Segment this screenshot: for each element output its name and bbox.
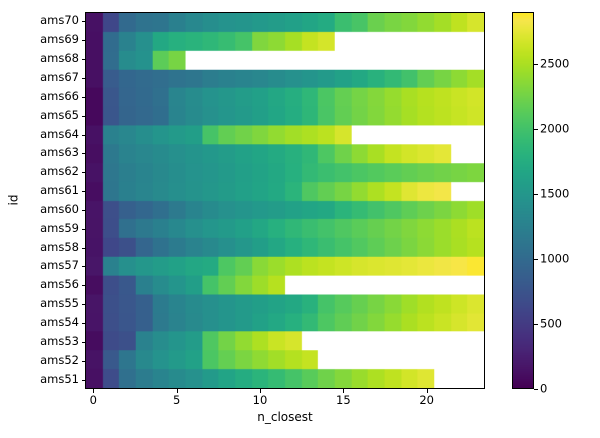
- colorbar-tick-mark: [534, 194, 538, 195]
- y-tick-label: ams70: [40, 13, 79, 28]
- colorbar-gradient: [513, 13, 533, 388]
- x-tick-mark: [343, 389, 344, 393]
- y-tick-mark: [81, 361, 85, 362]
- y-tick-label: ams55: [40, 296, 79, 311]
- colorbar-tick-mark: [534, 259, 538, 260]
- y-tick-label: ams56: [40, 277, 79, 292]
- y-tick-label: ams63: [40, 145, 79, 160]
- y-tick-label: ams59: [40, 220, 79, 235]
- y-tick-label: ams67: [40, 69, 79, 84]
- x-tick-mark: [427, 389, 428, 393]
- x-tick-label: 5: [172, 393, 181, 407]
- y-tick-label: ams52: [40, 352, 79, 367]
- y-tick-mark: [81, 229, 85, 230]
- y-tick-mark: [81, 97, 85, 98]
- y-tick-label: ams58: [40, 239, 79, 254]
- y-tick-mark: [81, 59, 85, 60]
- y-tick-label: ams51: [40, 371, 79, 386]
- x-axis-label: n_closest: [257, 410, 313, 424]
- y-tick-mark: [81, 40, 85, 41]
- x-tick-label: 0: [89, 393, 97, 407]
- y-tick-mark: [81, 323, 85, 324]
- y-tick-mark: [81, 135, 85, 136]
- colorbar-tick-label: 0: [540, 381, 548, 396]
- y-tick-mark: [81, 342, 85, 343]
- colorbar-tick-label: 1500: [540, 186, 570, 201]
- x-tick-label: 20: [419, 393, 434, 407]
- colorbar-tick-mark: [534, 389, 538, 390]
- y-axis-label: id: [6, 194, 21, 206]
- x-tick-label: 15: [336, 393, 351, 407]
- y-tick-mark: [81, 380, 85, 381]
- colorbar-tick-mark: [534, 129, 538, 130]
- y-tick-mark: [81, 172, 85, 173]
- colorbar: [512, 12, 534, 389]
- y-tick-mark: [81, 210, 85, 211]
- y-tick-mark: [81, 116, 85, 117]
- y-tick-label: ams53: [40, 333, 79, 348]
- colorbar-tick-label: 2500: [540, 56, 570, 71]
- y-tick-label: ams66: [40, 88, 79, 103]
- x-tick-mark: [93, 389, 94, 393]
- heatmap-cells: [86, 13, 484, 388]
- y-tick-mark: [81, 21, 85, 22]
- y-tick-label: ams57: [40, 258, 79, 273]
- y-tick-label: ams65: [40, 107, 79, 122]
- heatmap-plot-area: [85, 12, 485, 389]
- y-tick-mark: [81, 304, 85, 305]
- y-tick-label: ams69: [40, 32, 79, 47]
- y-tick-mark: [81, 266, 85, 267]
- y-tick-mark: [81, 78, 85, 79]
- y-tick-label: ams68: [40, 51, 79, 66]
- x-tick-mark: [177, 389, 178, 393]
- x-tick-label: 10: [252, 393, 268, 407]
- y-tick-label: ams61: [40, 183, 79, 198]
- colorbar-tick-label: 2000: [540, 121, 570, 136]
- y-tick-label: ams64: [40, 126, 79, 141]
- y-tick-mark: [81, 285, 85, 286]
- colorbar-tick-label: 500: [540, 316, 562, 331]
- colorbar-tick-mark: [534, 324, 538, 325]
- y-tick-label: ams60: [40, 201, 79, 216]
- y-tick-mark: [81, 153, 85, 154]
- y-tick-mark: [81, 191, 85, 192]
- y-tick-label: ams54: [40, 315, 79, 330]
- x-tick-mark: [260, 389, 261, 393]
- colorbar-tick-label: 1000: [540, 251, 570, 266]
- colorbar-tick-mark: [534, 64, 538, 65]
- y-tick-mark: [81, 248, 85, 249]
- y-tick-label: ams62: [40, 164, 79, 179]
